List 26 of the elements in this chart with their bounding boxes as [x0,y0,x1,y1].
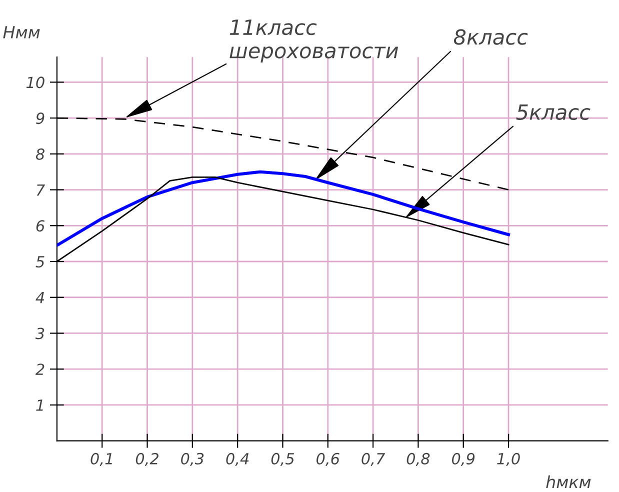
x-tick-label: 0,4 [226,452,249,466]
annotation: 8класс [454,29,528,45]
x-tick-label: 0,9 [452,452,475,466]
x-tick-label: 0,6 [316,452,340,466]
line-series [56,170,510,247]
x-tick-label: 1,0 [497,452,520,466]
y-tick-label: 7 [36,184,45,196]
y-tick-label: 4 [36,292,44,304]
y-tick-label: 6 [36,220,44,232]
x-tick-label: 0,8 [406,452,430,466]
y-tick-label: 1 [36,400,43,411]
x-tick-label: 0,5 [271,452,294,466]
y-tick-label: 5 [36,256,44,268]
y-tick-label: 9 [36,112,44,124]
x-tick-label: 0,2 [136,452,158,466]
y-tick-label: 8 [36,148,44,160]
x-tick-label: 0,3 [181,452,204,466]
x-tick-label: 0,7 [362,452,386,466]
y-tick-label: 3 [35,328,44,340]
y-tick-label: 2 [35,364,44,375]
x-axis-title: hмкм [546,475,591,488]
y-tick-label: 10 [26,76,44,88]
annotation: 11класс шероховатости [230,20,398,62]
annotation: 5класс [516,104,590,120]
y-axis-title: Hмм [3,26,40,38]
x-tick-label: 0,1 [90,452,112,466]
